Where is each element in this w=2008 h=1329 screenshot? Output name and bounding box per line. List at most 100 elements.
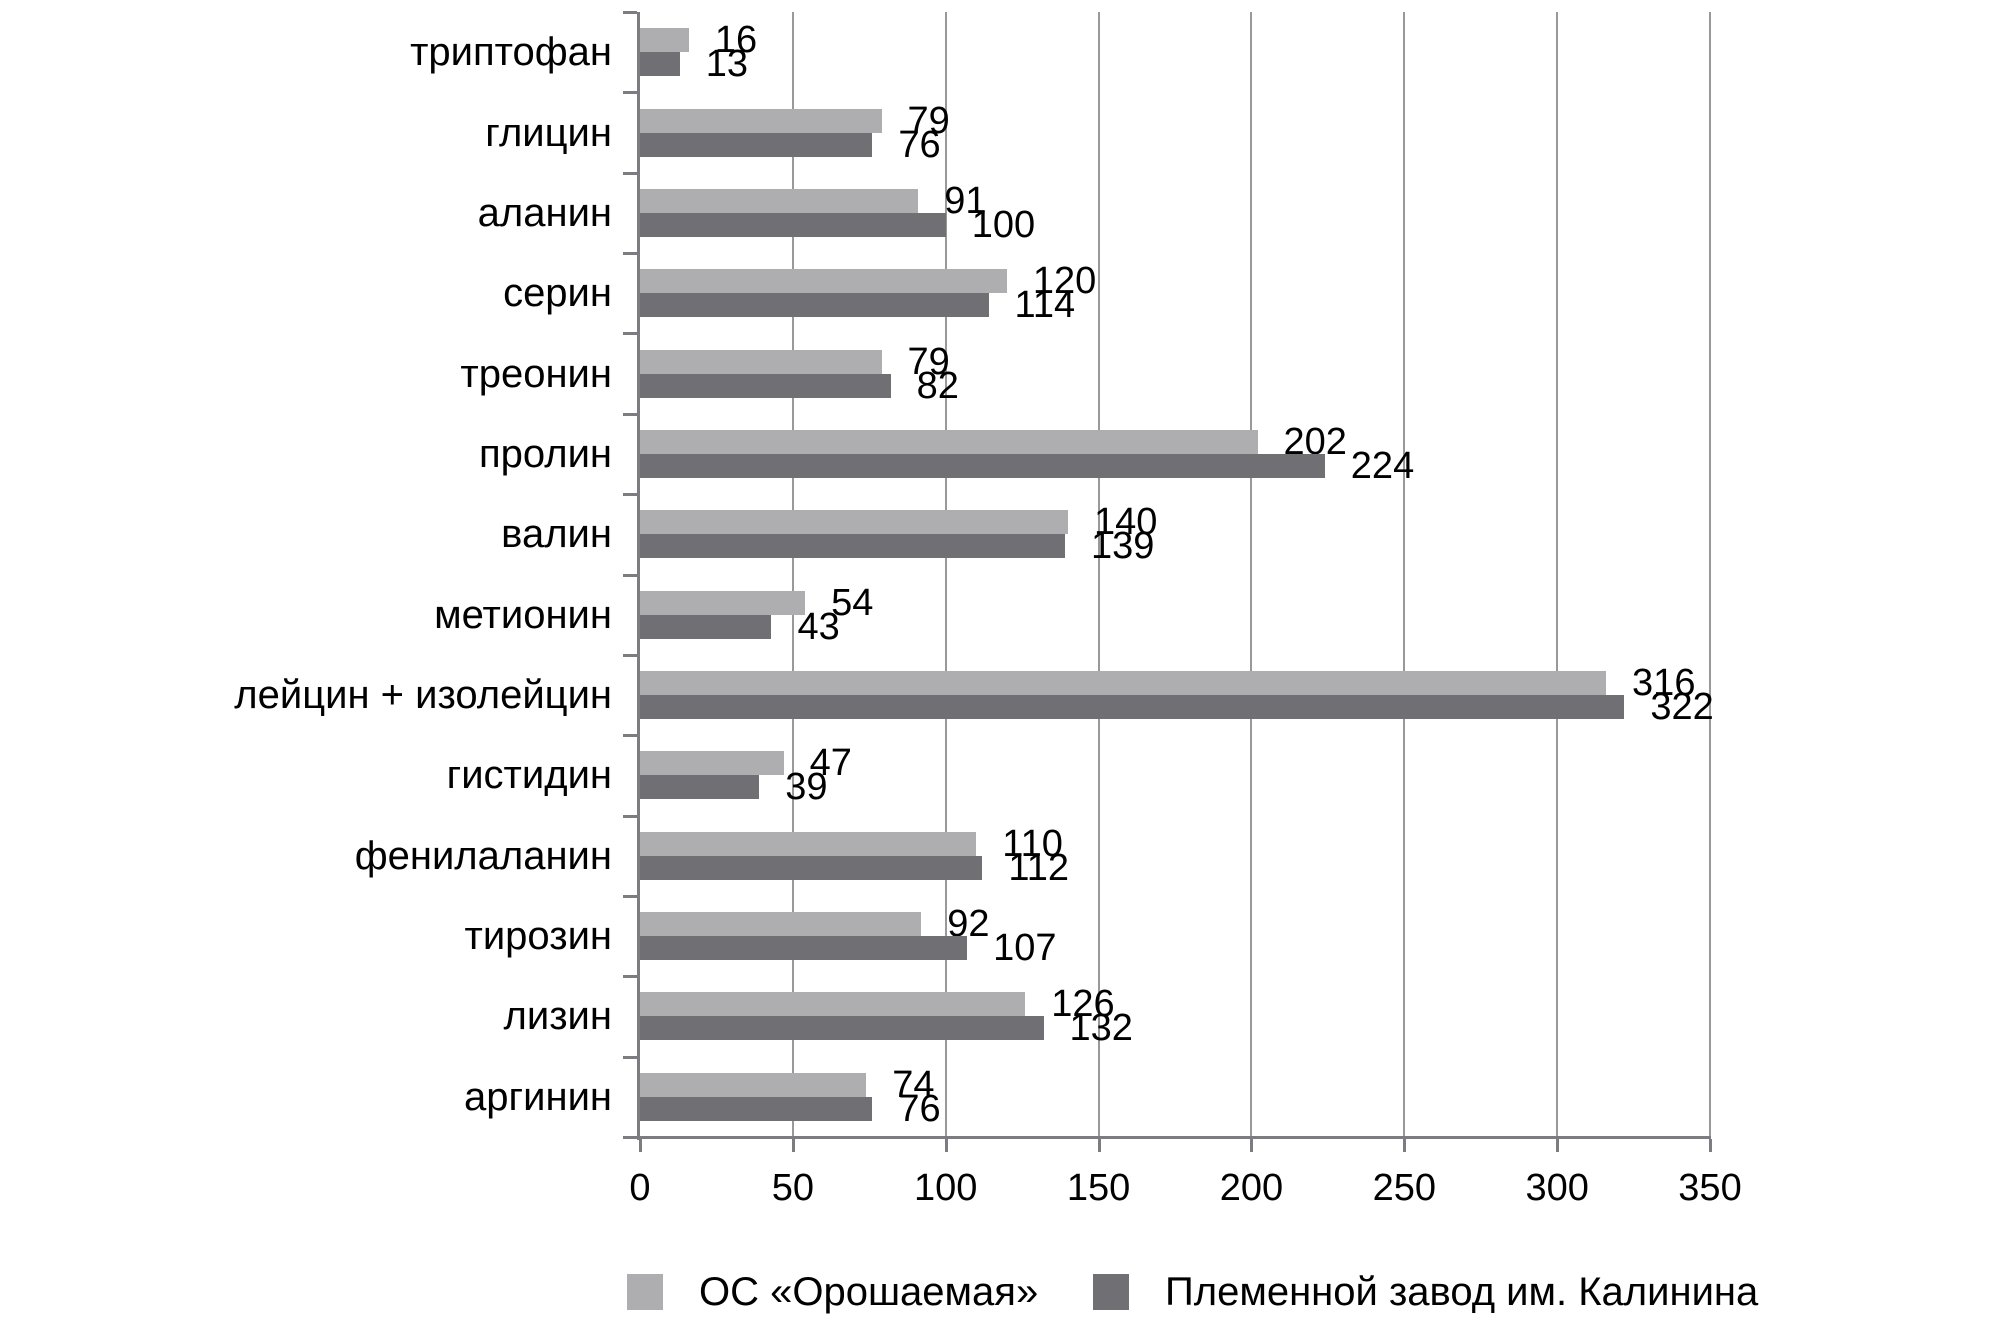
x-axis-tick-350 bbox=[1709, 1139, 1712, 1152]
bar-row5-series2 bbox=[640, 453, 1325, 478]
value-label-row3-series1: 120 bbox=[1032, 260, 1097, 303]
bar-row12-series1 bbox=[640, 992, 1026, 1017]
category-label-row4: треонин bbox=[460, 351, 612, 396]
bar-row7-series2 bbox=[640, 614, 772, 639]
legend-swatch-light bbox=[627, 1274, 663, 1310]
category-label-row0: триптофан bbox=[410, 30, 612, 75]
bar-row9-series2 bbox=[640, 775, 760, 800]
value-label-row7-series2: 43 bbox=[797, 605, 840, 648]
bar-row9-series1 bbox=[640, 751, 784, 776]
category-label-row8: лейцин + изолейцин bbox=[234, 673, 612, 718]
legend-label-series2: Племенной завод им. Калинина bbox=[1165, 1270, 1759, 1314]
x-axis-tick-150 bbox=[1097, 1139, 1101, 1152]
category-label-row7: метионин bbox=[434, 592, 612, 637]
bar-row8-series1 bbox=[640, 671, 1607, 696]
gridline-350 bbox=[1709, 12, 1711, 1137]
category-label-row10: фенилаланин bbox=[354, 833, 612, 878]
bar-row2-series2 bbox=[640, 212, 946, 237]
category-label-row5: пролин bbox=[478, 431, 612, 476]
category-label-row11: тирозин bbox=[464, 914, 612, 959]
y-axis-tick-6 bbox=[623, 493, 637, 497]
value-label-row12-series2: 132 bbox=[1069, 1007, 1133, 1050]
bar-row0-series1 bbox=[640, 28, 689, 53]
y-axis-tick-9 bbox=[623, 734, 637, 738]
value-label-row2-series2: 100 bbox=[971, 203, 1036, 246]
x-axis-tick-100 bbox=[944, 1139, 948, 1152]
bar-row10-series2 bbox=[640, 855, 983, 880]
x-tick-label-50: 50 bbox=[771, 1167, 814, 1209]
category-label-row9: гистидин bbox=[446, 753, 612, 798]
y-axis-tick-2 bbox=[623, 171, 637, 175]
bar-row1-series1 bbox=[640, 108, 882, 133]
value-label-row8-series1: 316 bbox=[1632, 662, 1696, 705]
bar-row4-series1 bbox=[640, 349, 882, 374]
legend-item-series1: ОС «Орошаемая» bbox=[627, 1270, 1038, 1314]
x-tick-label-200: 200 bbox=[1219, 1167, 1284, 1209]
y-axis-tick-14 bbox=[623, 1136, 637, 1139]
value-label-row6-series2: 139 bbox=[1090, 525, 1155, 568]
legend-label-series1: ОС «Орошаемая» bbox=[699, 1270, 1039, 1314]
bar-row6-series1 bbox=[640, 510, 1068, 535]
x-tick-label-0: 0 bbox=[629, 1167, 651, 1209]
category-label-row12: лизин bbox=[503, 994, 612, 1039]
category-label-row1: глицин bbox=[485, 110, 612, 155]
bar-row11-series1 bbox=[640, 912, 922, 937]
gridline-200 bbox=[1250, 12, 1253, 1137]
value-label-row13-series2: 76 bbox=[898, 1087, 941, 1130]
value-label-row4-series1: 79 bbox=[907, 340, 950, 383]
value-label-row2-series1: 91 bbox=[944, 179, 987, 222]
y-axis-tick-12 bbox=[623, 975, 637, 979]
bar-row12-series2 bbox=[640, 1016, 1044, 1041]
y-axis-tick-11 bbox=[623, 894, 637, 898]
value-label-row9-series2: 39 bbox=[785, 766, 828, 809]
value-label-row1-series1: 79 bbox=[907, 99, 950, 142]
value-label-row0-series1: 16 bbox=[714, 19, 758, 62]
gridline-250 bbox=[1403, 12, 1406, 1137]
value-label-row5-series2: 224 bbox=[1350, 444, 1415, 487]
bar-row6-series2 bbox=[640, 534, 1065, 559]
legend-item-series2: Племенной завод им. Калинина bbox=[1093, 1270, 1758, 1314]
value-label-row12-series1: 126 bbox=[1051, 983, 1115, 1026]
y-axis-tick-1 bbox=[623, 91, 637, 95]
bar-row8-series2 bbox=[640, 695, 1625, 720]
y-axis-tick-7 bbox=[623, 573, 637, 577]
value-label-row11-series2: 107 bbox=[993, 927, 1057, 970]
gridline-50 bbox=[791, 12, 794, 1137]
value-label-row3-series2: 114 bbox=[1014, 284, 1076, 327]
gridline-300 bbox=[1556, 12, 1559, 1137]
x-axis-tick-50 bbox=[791, 1139, 795, 1152]
y-axis-tick-13 bbox=[623, 1055, 637, 1059]
value-label-row6-series1: 140 bbox=[1094, 501, 1158, 544]
value-label-row4-series2: 82 bbox=[916, 364, 959, 407]
value-label-row10-series2: 112 bbox=[1008, 846, 1069, 889]
y-axis-tick-4 bbox=[623, 332, 637, 336]
category-label-row13: аргинин bbox=[464, 1074, 612, 1119]
x-tick-label-350: 350 bbox=[1678, 1167, 1742, 1209]
bar-row3-series1 bbox=[640, 269, 1007, 294]
x-tick-label-300: 300 bbox=[1525, 1167, 1589, 1209]
x-tick-label-250: 250 bbox=[1372, 1167, 1436, 1209]
gridline-100 bbox=[944, 12, 947, 1137]
y-axis-tick-0 bbox=[623, 11, 637, 14]
gridline-150 bbox=[1097, 12, 1100, 1137]
y-axis-tick-10 bbox=[623, 814, 637, 818]
bar-row13-series1 bbox=[640, 1072, 867, 1097]
legend-swatch-dark bbox=[1093, 1274, 1129, 1310]
bar-row13-series2 bbox=[640, 1096, 873, 1121]
bar-row4-series2 bbox=[640, 373, 891, 398]
x-tick-label-100: 100 bbox=[914, 1167, 978, 1209]
value-label-row8-series2: 322 bbox=[1650, 686, 1714, 729]
x-axis-tick-200 bbox=[1250, 1139, 1254, 1152]
x-axis-line bbox=[637, 1136, 1711, 1139]
value-label-row0-series2: 13 bbox=[705, 43, 749, 86]
bar-row7-series1 bbox=[640, 590, 806, 615]
x-axis-tick-300 bbox=[1556, 1139, 1560, 1152]
bar-row1-series2 bbox=[640, 132, 873, 157]
category-label-row6: валин bbox=[501, 512, 612, 557]
value-label-row7-series1: 54 bbox=[831, 581, 874, 624]
value-label-row9-series1: 47 bbox=[809, 742, 852, 785]
bar-row10-series1 bbox=[640, 831, 977, 856]
bar-row3-series2 bbox=[640, 293, 989, 318]
category-label-row3: серин bbox=[503, 271, 612, 316]
